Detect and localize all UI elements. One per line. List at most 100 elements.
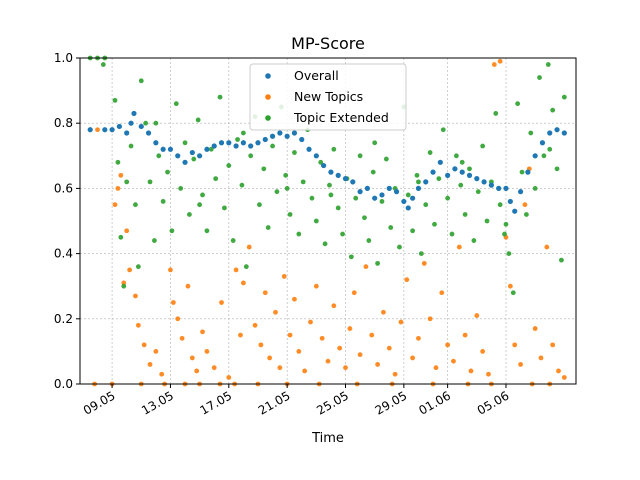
y-tick-label: 0.0 bbox=[54, 377, 73, 391]
data-point bbox=[436, 176, 442, 182]
data-point bbox=[153, 120, 159, 126]
data-point bbox=[397, 244, 402, 250]
data-point bbox=[331, 146, 337, 152]
data-point bbox=[416, 179, 421, 185]
data-point bbox=[519, 169, 525, 175]
data-point bbox=[372, 195, 378, 201]
data-point bbox=[375, 362, 380, 367]
data-point bbox=[362, 215, 367, 221]
data-point bbox=[416, 335, 421, 341]
data-point bbox=[100, 62, 106, 67]
data-point bbox=[124, 179, 130, 185]
data-point bbox=[393, 189, 400, 195]
data-point bbox=[182, 140, 188, 146]
y-tick-label: 0.4 bbox=[54, 247, 73, 261]
y-tick-label: 1.0 bbox=[54, 51, 73, 65]
data-point bbox=[95, 127, 100, 133]
data-point bbox=[302, 368, 308, 374]
data-point bbox=[277, 365, 283, 371]
y-tick-label: 0.8 bbox=[54, 116, 73, 130]
data-point bbox=[173, 101, 179, 107]
data-point bbox=[437, 159, 443, 165]
data-point bbox=[502, 231, 507, 237]
data-point bbox=[556, 368, 561, 374]
data-point bbox=[439, 290, 445, 296]
data-point bbox=[178, 186, 184, 191]
data-point bbox=[226, 375, 232, 380]
data-point bbox=[138, 123, 144, 130]
data-point bbox=[197, 153, 203, 159]
data-point bbox=[124, 130, 130, 136]
data-point bbox=[240, 140, 246, 146]
data-point bbox=[168, 267, 173, 273]
data-point bbox=[300, 179, 306, 185]
data-point bbox=[398, 319, 404, 325]
data-point bbox=[153, 140, 159, 146]
data-point bbox=[544, 244, 550, 250]
data-point bbox=[257, 202, 262, 208]
data-point bbox=[370, 169, 376, 175]
data-point bbox=[213, 176, 219, 182]
data-point bbox=[273, 309, 278, 315]
data-point bbox=[351, 290, 357, 296]
data-point bbox=[322, 241, 328, 247]
data-point bbox=[175, 153, 181, 159]
data-point bbox=[491, 62, 497, 67]
data-point bbox=[507, 283, 513, 289]
data-point bbox=[342, 176, 349, 182]
data-point bbox=[112, 202, 118, 208]
data-point bbox=[366, 238, 372, 243]
data-point bbox=[507, 198, 513, 205]
data-point bbox=[480, 143, 486, 149]
data-point bbox=[204, 349, 210, 354]
data-point bbox=[335, 205, 341, 211]
data-point bbox=[313, 283, 319, 289]
data-point bbox=[415, 185, 422, 191]
legend-label: New Topics bbox=[294, 89, 363, 104]
data-point bbox=[211, 143, 217, 149]
data-point bbox=[410, 355, 416, 361]
data-point bbox=[200, 329, 205, 335]
data-point bbox=[503, 221, 509, 227]
data-point bbox=[459, 169, 465, 175]
data-point bbox=[381, 309, 386, 315]
data-point bbox=[375, 260, 380, 266]
data-point bbox=[452, 166, 458, 172]
data-point bbox=[246, 244, 252, 250]
data-point bbox=[287, 332, 293, 338]
data-point bbox=[169, 228, 175, 234]
data-point bbox=[274, 189, 280, 195]
data-point bbox=[283, 172, 289, 178]
data-point bbox=[175, 316, 181, 322]
data-point bbox=[204, 228, 210, 234]
data-point bbox=[459, 159, 465, 165]
data-point bbox=[532, 153, 538, 159]
data-point bbox=[404, 277, 410, 283]
data-point bbox=[309, 195, 315, 201]
data-point bbox=[364, 185, 370, 191]
data-point bbox=[262, 136, 268, 143]
data-point bbox=[255, 140, 261, 146]
data-point bbox=[497, 202, 503, 208]
data-point bbox=[284, 186, 290, 191]
data-point bbox=[561, 375, 567, 380]
data-point bbox=[265, 225, 271, 230]
data-point bbox=[159, 371, 165, 377]
data-point bbox=[243, 264, 249, 270]
data-point bbox=[532, 186, 538, 191]
data-point bbox=[414, 172, 420, 178]
data-point bbox=[87, 127, 93, 133]
data-point bbox=[484, 218, 490, 224]
data-point bbox=[131, 110, 137, 117]
data-point bbox=[191, 156, 197, 162]
data-point bbox=[386, 185, 392, 191]
data-point bbox=[197, 202, 203, 208]
data-point bbox=[133, 293, 138, 299]
data-point bbox=[277, 130, 283, 136]
data-point bbox=[138, 78, 144, 84]
data-point bbox=[325, 358, 331, 364]
data-point bbox=[488, 182, 494, 188]
data-point bbox=[379, 192, 385, 198]
data-point bbox=[328, 169, 334, 175]
data-point bbox=[401, 198, 407, 205]
